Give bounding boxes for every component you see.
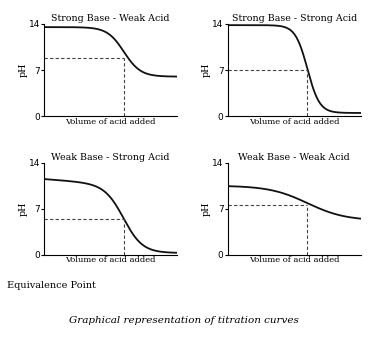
Title: Weak Base - Weak Acid: Weak Base - Weak Acid [238, 153, 350, 162]
X-axis label: Volume of acid added: Volume of acid added [249, 256, 339, 265]
X-axis label: Volume of acid added: Volume of acid added [66, 118, 156, 126]
Title: Weak Base - Strong Acid: Weak Base - Strong Acid [52, 153, 170, 162]
Y-axis label: pH: pH [18, 63, 27, 77]
X-axis label: Volume of acid added: Volume of acid added [249, 118, 339, 126]
Y-axis label: pH: pH [18, 202, 27, 216]
Title: Strong Base - Strong Acid: Strong Base - Strong Acid [231, 14, 357, 23]
Text: Graphical representation of titration curves: Graphical representation of titration cu… [69, 316, 299, 325]
X-axis label: Volume of acid added: Volume of acid added [66, 256, 156, 265]
Title: Strong Base - Weak Acid: Strong Base - Weak Acid [52, 14, 170, 23]
Y-axis label: pH: pH [202, 63, 211, 77]
Y-axis label: pH: pH [202, 202, 211, 216]
Text: Equivalence Point: Equivalence Point [7, 280, 96, 289]
